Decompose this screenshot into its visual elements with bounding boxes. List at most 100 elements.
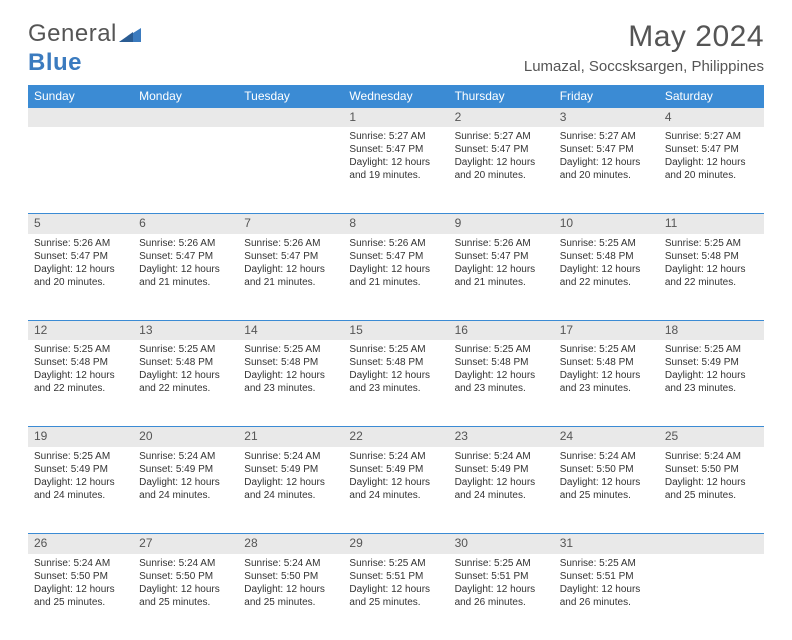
day-number [659, 533, 764, 554]
day-number-cell: 13 [133, 320, 238, 341]
day-header: Tuesday [238, 85, 343, 107]
day-cell: Sunrise: 5:24 AMSunset: 5:49 PMDaylight:… [133, 447, 238, 533]
day-number: 22 [343, 426, 448, 447]
day-number-cell: 23 [449, 426, 554, 447]
sunset-line: Sunset: 5:50 PM [34, 570, 127, 583]
sunset-line: Sunset: 5:48 PM [139, 356, 232, 369]
sunrise-line: Sunrise: 5:25 AM [455, 557, 548, 570]
day-header: Friday [554, 85, 659, 107]
day-number-cell: 7 [238, 213, 343, 234]
day-cell-body: Sunrise: 5:24 AMSunset: 5:50 PMDaylight:… [28, 554, 133, 615]
daylight-line: Daylight: 12 hours and 24 minutes. [455, 476, 548, 502]
sunrise-line: Sunrise: 5:26 AM [244, 237, 337, 250]
day-cell [238, 127, 343, 213]
sunset-line: Sunset: 5:51 PM [560, 570, 653, 583]
week-row: Sunrise: 5:24 AMSunset: 5:50 PMDaylight:… [28, 554, 764, 640]
day-cell: Sunrise: 5:25 AMSunset: 5:51 PMDaylight:… [554, 554, 659, 640]
day-number: 11 [659, 213, 764, 234]
day-number: 27 [133, 533, 238, 554]
day-cell-body: Sunrise: 5:24 AMSunset: 5:50 PMDaylight:… [554, 447, 659, 508]
day-number [28, 107, 133, 128]
brand-part2: Blue [28, 49, 82, 76]
day-cell: Sunrise: 5:26 AMSunset: 5:47 PMDaylight:… [28, 234, 133, 320]
day-number-cell: 17 [554, 320, 659, 341]
sunrise-line: Sunrise: 5:24 AM [560, 450, 653, 463]
daylight-line: Daylight: 12 hours and 25 minutes. [665, 476, 758, 502]
week-row: Sunrise: 5:25 AMSunset: 5:49 PMDaylight:… [28, 447, 764, 533]
day-number: 7 [238, 213, 343, 234]
day-cell: Sunrise: 5:27 AMSunset: 5:47 PMDaylight:… [449, 127, 554, 213]
day-number-cell: 14 [238, 320, 343, 341]
day-cell-body: Sunrise: 5:26 AMSunset: 5:47 PMDaylight:… [449, 234, 554, 295]
sunset-line: Sunset: 5:49 PM [349, 463, 442, 476]
sunset-line: Sunset: 5:48 PM [665, 250, 758, 263]
day-number: 15 [343, 320, 448, 341]
day-number: 2 [449, 107, 554, 128]
day-number: 31 [554, 533, 659, 554]
day-number-cell [238, 107, 343, 128]
sunset-line: Sunset: 5:48 PM [560, 356, 653, 369]
day-number-cell: 24 [554, 426, 659, 447]
day-number-cell: 28 [238, 533, 343, 554]
sunset-line: Sunset: 5:49 PM [244, 463, 337, 476]
day-number-cell: 3 [554, 107, 659, 128]
day-cell: Sunrise: 5:26 AMSunset: 5:47 PMDaylight:… [238, 234, 343, 320]
sunrise-line: Sunrise: 5:25 AM [665, 237, 758, 250]
sunrise-line: Sunrise: 5:25 AM [455, 343, 548, 356]
sunset-line: Sunset: 5:47 PM [34, 250, 127, 263]
day-cell-body: Sunrise: 5:25 AMSunset: 5:51 PMDaylight:… [449, 554, 554, 615]
sunrise-line: Sunrise: 5:25 AM [244, 343, 337, 356]
sunset-line: Sunset: 5:48 PM [349, 356, 442, 369]
sunset-line: Sunset: 5:48 PM [34, 356, 127, 369]
week-row: Sunrise: 5:26 AM Sunset: 5:47 PM Daylight:… [28, 234, 764, 320]
day-header: Monday [133, 85, 238, 107]
day-cell-body: Sunrise: 5:25 AMSunset: 5:49 PMDaylight:… [28, 447, 133, 508]
day-cell-body: Sunrise: 5:24 AMSunset: 5:49 PMDaylight:… [343, 447, 448, 508]
sunset-line: Sunset: 5:47 PM [455, 250, 548, 263]
daylight-line: Daylight: 12 hours and 23 minutes. [560, 369, 653, 395]
sunset-line: Sunset: 5:50 PM [244, 570, 337, 583]
daylight-line: Daylight: 12 hours and 23 minutes. [455, 369, 548, 395]
sunset-line: Sunset: 5:49 PM [139, 463, 232, 476]
sunrise-line: Sunrise: 5:25 AM [665, 343, 758, 356]
day-cell: Sunrise: 5:24 AMSunset: 5:49 PMDaylight:… [343, 447, 448, 533]
sunset-line: Sunset: 5:50 PM [139, 570, 232, 583]
sunrise-line: Sunrise: 5:24 AM [34, 557, 127, 570]
day-number: 13 [133, 320, 238, 341]
day-number-cell: 30 [449, 533, 554, 554]
sunset-line: Sunset: 5:47 PM [560, 143, 653, 156]
sunset-line: Sunset: 5:48 PM [455, 356, 548, 369]
day-cell: Sunrise: 5:25 AMSunset: 5:51 PMDaylight:… [343, 554, 448, 640]
day-cell: Sunrise: 5:25 AMSunset: 5:48 PMDaylight:… [28, 340, 133, 426]
day-number: 9 [449, 213, 554, 234]
sunset-line: Sunset: 5:48 PM [560, 250, 653, 263]
day-cell [659, 554, 764, 640]
daylight-line: Daylight: 12 hours and 24 minutes. [349, 476, 442, 502]
day-number: 26 [28, 533, 133, 554]
week-row: Sunrise: 5:25 AMSunset: 5:48 PMDaylight:… [28, 340, 764, 426]
day-cell-body: Sunrise: 5:27 AMSunset: 5:47 PMDaylight:… [659, 127, 764, 188]
daylight-line: Daylight: 12 hours and 22 minutes. [665, 263, 758, 289]
daylight-line: Daylight: 12 hours and 24 minutes. [34, 476, 127, 502]
day-cell-body: Sunrise: 5:24 AMSunset: 5:49 PMDaylight:… [449, 447, 554, 508]
day-number-cell: 10 [554, 213, 659, 234]
day-number: 30 [449, 533, 554, 554]
daynum-row: 19202122232425 [28, 426, 764, 447]
day-cell: Sunrise: 5:27 AMSunset: 5:47 PMDaylight:… [343, 127, 448, 213]
day-number: 14 [238, 320, 343, 341]
day-number: 18 [659, 320, 764, 341]
day-number-cell: 31 [554, 533, 659, 554]
daylight-line: Daylight: 12 hours and 23 minutes. [349, 369, 442, 395]
day-number-cell: 8 [343, 213, 448, 234]
sunset-line: Sunset: 5:50 PM [665, 463, 758, 476]
page-title: May 2024 [524, 20, 764, 54]
sunrise-line: Sunrise: 5:24 AM [244, 450, 337, 463]
day-cell-body: Sunrise: 5:24 AMSunset: 5:49 PMDaylight:… [238, 447, 343, 508]
sunrise-line: Sunrise: 5:25 AM [349, 343, 442, 356]
day-number: 5 [28, 213, 133, 234]
day-cell-body: Sunrise: 5:24 AMSunset: 5:50 PMDaylight:… [238, 554, 343, 615]
day-number-cell: 11 [659, 213, 764, 234]
sunrise-line: Sunrise: 5:26 AM [349, 237, 442, 250]
day-number: 1 [343, 107, 448, 128]
daynum-row: 262728293031 [28, 533, 764, 554]
